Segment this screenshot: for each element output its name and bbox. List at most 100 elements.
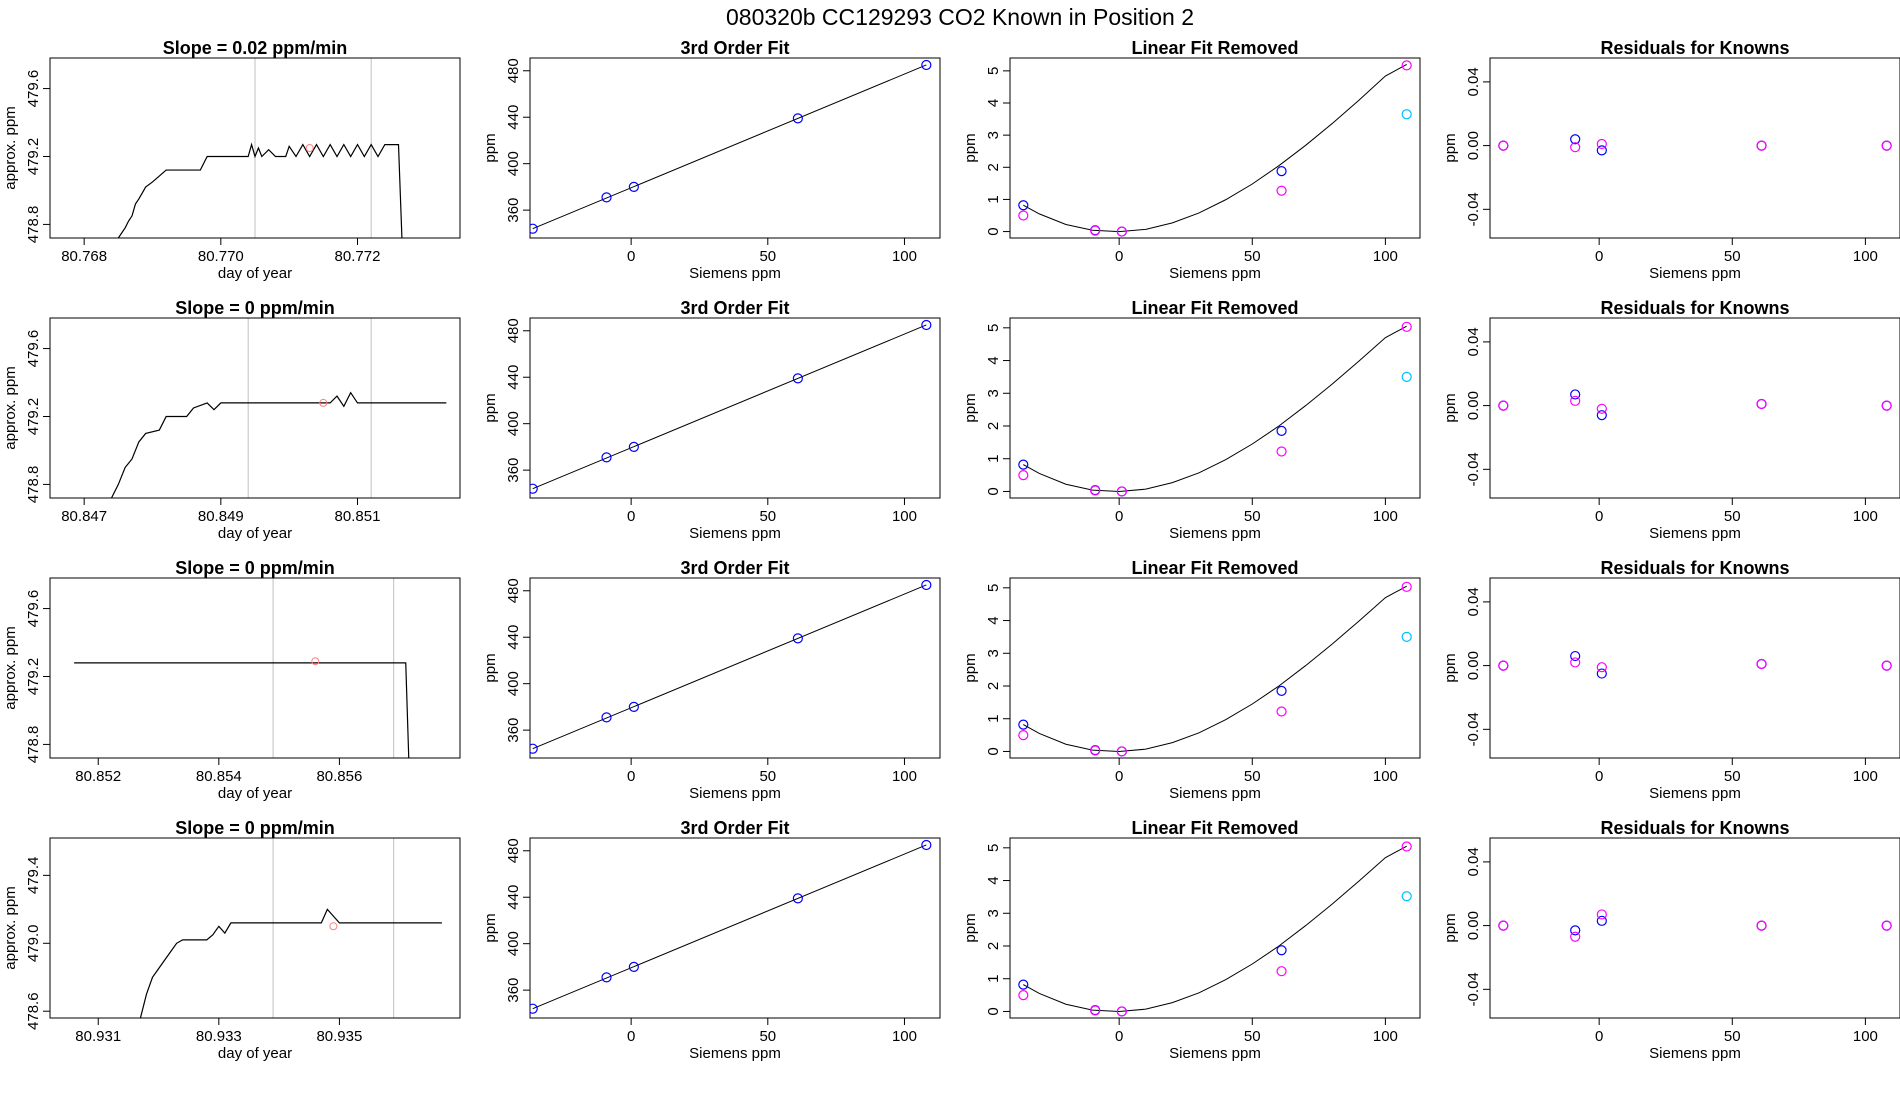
- chart-9-y-tick-label-4: 3: [985, 131, 1002, 139]
- chart-1-y-tick-label-1: 478.8: [25, 206, 42, 244]
- chart-9-y-tick-label-3: 2: [985, 163, 1002, 171]
- chart-14-series-1-point-2: [1570, 389, 1581, 400]
- chart-12-y-tick-label-1: 0: [985, 1007, 1002, 1015]
- chart-2-x-axis-label: day of year: [218, 525, 292, 542]
- chart-11-x-tick-label-3: 100: [1373, 768, 1398, 785]
- chart-8-series-1-point-5: [921, 839, 932, 851]
- chart-3-x-tick-label-2: 80.854: [196, 768, 242, 785]
- chart-10-series-2-point-1: [1018, 469, 1029, 481]
- chart-13-y-axis-label: ppm: [1442, 133, 1459, 162]
- chart-4-panel: 80.931 80.933 80.935 478.6 479.0 479.4 Slope =…: [2, 818, 461, 1062]
- chart-6-title: 3rd Order Fit: [680, 298, 789, 318]
- chart-16-x-tick-label-3: 100: [1853, 1028, 1878, 1045]
- chart-11-series-1-point-4: [1276, 685, 1287, 697]
- chart-12-y-tick-label-2: 1: [985, 975, 1002, 983]
- chart-16-panel: 0 50 100 -0.04 0.00 0.04 Residuals for Knowns S…: [1442, 818, 1900, 1062]
- chart-8-panel: 0 50 100 360 400 440 480 3rd Order Fit Siemens p…: [482, 818, 941, 1062]
- chart-2-trace-line: [110, 391, 447, 498]
- chart-9-plot-area: [1018, 60, 1412, 237]
- chart-8-series-1-point-1: [530, 1003, 538, 1014]
- chart-9-plot-frame: [1009, 57, 1421, 239]
- chart-11-y-tick-label-6: 5: [985, 584, 1002, 592]
- chart-15-x-tick-label-3: 100: [1853, 768, 1878, 785]
- chart-10-plot-area: [1018, 321, 1412, 497]
- chart-7-title: 3rd Order Fit: [680, 558, 789, 578]
- chart-8-y-tick-label-3: 440: [505, 885, 522, 910]
- chart-6-series-1-point-1: [530, 483, 538, 494]
- chart-10-x-tick-label-3: 100: [1373, 508, 1398, 525]
- chart-10-x-tick-label-1: 0: [1115, 508, 1123, 525]
- chart-12-y-tick-label-5: 4: [985, 876, 1002, 884]
- chart-13-series-2-point-2: [1570, 142, 1581, 153]
- chart-13-x-tick-label-3: 100: [1853, 248, 1878, 265]
- chart-14-series-2-point-2: [1570, 395, 1581, 406]
- chart-14-series-1-point-3: [1596, 410, 1607, 421]
- chart-13-y-tick-label-2: 0.00: [1465, 131, 1482, 160]
- chart-3-y-tick-label-1: 478.8: [25, 726, 42, 764]
- chart-16-series-2-point-4: [1756, 920, 1767, 931]
- chart-9-series-2-point-2: [1090, 225, 1101, 236]
- chart-11-y-tick-label-1: 0: [985, 747, 1002, 755]
- chart-16-y-axis-label: ppm: [1442, 913, 1459, 942]
- chart-13-series-2-point-5: [1881, 140, 1892, 151]
- chart-5-series-1-point-1: [530, 223, 538, 234]
- chart-7-series-1-point-1: [530, 743, 538, 754]
- chart-12-series-1-point-1: [1018, 979, 1029, 990]
- chart-2-x-tick-label-3: 80.851: [335, 508, 381, 525]
- chart-5-series-1-point-3: [628, 181, 639, 193]
- chart-4-title: Slope = 0 ppm/min: [175, 818, 335, 838]
- chart-8-plot-area: [530, 839, 932, 1014]
- chart-6-series-1-point-4: [792, 373, 803, 384]
- chart-9-y-axis-label: ppm: [962, 133, 979, 162]
- chart-4-plot-frame: [49, 837, 461, 1019]
- chart-2-plot-area: [110, 391, 447, 498]
- chart-10-y-tick-label-2: 1: [985, 455, 1002, 463]
- chart-10-x-tick-label-2: 50: [1244, 508, 1261, 525]
- chart-7-series-1-point-3: [628, 701, 639, 713]
- chart-15-series-2-point-3: [1596, 662, 1607, 673]
- chart-9-fit-curve: [1023, 63, 1407, 233]
- chart-13-x-tick-label-2: 50: [1724, 248, 1741, 265]
- chart-15-y-tick-label-1: -0.04: [1465, 712, 1482, 746]
- chart-7-y-tick-label-2: 400: [505, 671, 522, 696]
- chart-3-plot-area: [74, 657, 410, 758]
- chart-6-y-tick-label-4: 480: [505, 318, 522, 343]
- chart-11-y-tick-label-3: 2: [985, 682, 1002, 690]
- chart-8-series-1-point-3: [628, 961, 639, 973]
- chart-12-x-axis-label: Siemens ppm: [1169, 1045, 1261, 1062]
- chart-7-x-tick-label-3: 100: [892, 768, 917, 785]
- chart-14-series-2-point-5: [1881, 400, 1892, 411]
- chart-6-fit-line: [532, 324, 927, 490]
- chart-14-plot-area: [1498, 389, 1892, 421]
- chart-6-y-axis-label: ppm: [482, 393, 499, 422]
- chart-2-panel: 80.847 80.849 80.851 478.8 479.2 479.6 Slope =…: [2, 298, 461, 542]
- chart-9-panel: 0 50 100 0 1 2 3 4 5 Linear Fit Removed Siemens pp…: [962, 38, 1421, 282]
- chart-4-x-axis-label: day of year: [218, 1045, 292, 1062]
- chart-10-series-2-point-5: [1401, 321, 1412, 332]
- chart-16-series-2-point-2: [1570, 931, 1581, 942]
- chart-1-trace-line: [117, 142, 403, 238]
- chart-16-x-tick-label-1: 0: [1595, 1028, 1603, 1045]
- chart-2-sample-marker: [319, 398, 328, 407]
- chart-7-series-1-point-5: [921, 579, 932, 591]
- chart-5-x-tick-label-2: 50: [759, 248, 776, 265]
- chart-13-panel: 0 50 100 -0.04 0.00 0.04 Residuals for Knowns S…: [1442, 38, 1900, 282]
- chart-5-plot-area: [530, 59, 932, 234]
- chart-12-series-2-point-2: [1090, 1005, 1101, 1016]
- chart-15-series-2-point-5: [1881, 660, 1892, 671]
- chart-1-y-tick-label-2: 479.2: [25, 138, 42, 176]
- chart-9-title: Linear Fit Removed: [1131, 38, 1298, 58]
- chart-9-series-1-point-1: [1018, 200, 1029, 211]
- chart-7-y-tick-label-4: 480: [505, 578, 522, 603]
- chart-5-fit-line: [532, 64, 927, 230]
- chart-10-panel: 0 50 100 0 1 2 3 4 5 Linear Fit Removed Siemens pp…: [962, 298, 1421, 542]
- chart-14-title: Residuals for Knowns: [1600, 298, 1789, 318]
- chart-14-panel: 0 50 100 -0.04 0.00 0.04 Residuals for Knowns S…: [1442, 298, 1900, 542]
- chart-11-y-tick-label-4: 3: [985, 649, 1002, 657]
- chart-13-y-tick-label-1: -0.04: [1465, 192, 1482, 226]
- chart-5-x-axis-label: Siemens ppm: [689, 265, 781, 282]
- chart-4-trace-line: [139, 908, 442, 1018]
- chart-15-series-2-point-2: [1570, 657, 1581, 668]
- chart-15-x-tick-label-1: 0: [1595, 768, 1603, 785]
